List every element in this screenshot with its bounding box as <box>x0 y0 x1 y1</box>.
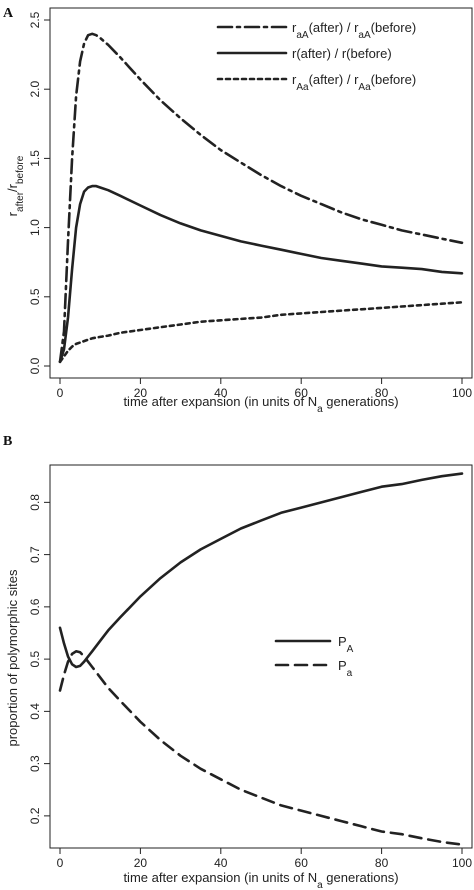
x-tick-label: 80 <box>375 856 389 870</box>
legend-entry-label: PA <box>338 634 354 655</box>
panel-a-series-group <box>58 32 464 364</box>
x-tick-label: 80 <box>375 386 389 400</box>
x-tick-label: 0 <box>57 386 64 400</box>
y-tick-label: 0.4 <box>28 703 42 720</box>
panel-b-letter: B <box>3 434 12 449</box>
legend-entry-label: Pa <box>338 658 353 679</box>
series-line-a-3 <box>58 301 464 364</box>
panel-b-y-axis-title: proportion of polymorphic sites <box>5 569 20 747</box>
legend-entry-label: rAa(after) / rAa(before) <box>292 72 416 93</box>
x-tick-label: 60 <box>295 856 309 870</box>
panel-b-y-axis: 0.2 0.3 0.4 0.5 0.6 0.7 0.8 <box>28 494 50 824</box>
x-tick-label: 100 <box>452 386 472 400</box>
y-tick-label: 0.0 <box>28 357 42 374</box>
x-tick-label: 40 <box>214 856 228 870</box>
x-tick-label: 0 <box>57 856 64 870</box>
panel-b-x-axis-title: time after expansion (in units of Na gen… <box>123 870 398 890</box>
series-line-b-2 <box>58 650 464 846</box>
panel-a-letter: A <box>3 6 14 21</box>
x-tick-label: 60 <box>295 386 309 400</box>
panel-a-x-axis-title: time after expansion (in units of Na gen… <box>123 394 398 415</box>
panel-b-chart: B 0 20 40 60 80 100 0.20.30.40.50.60.70.8 PAP… <box>3 434 473 890</box>
panel-b-plot-frame <box>49 464 473 849</box>
y-tick-label: 1.0 <box>28 219 42 236</box>
series-line-a-2 <box>58 184 464 364</box>
y-tick-label: 0.7 <box>28 546 42 563</box>
panel-b-legend: PA Pa <box>274 634 354 679</box>
y-tick-label: 0.5 <box>28 288 42 305</box>
y-tick-label: 0.3 <box>28 755 42 772</box>
y-tick-label: 2.5 <box>28 11 42 28</box>
panel-a-plot-frame <box>49 7 473 379</box>
y-tick-label: 1.5 <box>28 150 42 167</box>
x-tick-label: 20 <box>134 386 148 400</box>
series-line-b-1 <box>58 472 464 669</box>
legend-entry-label: raA(after) / raA(before) <box>292 20 416 41</box>
panel-b-series-group <box>58 472 464 846</box>
legend-entry-label: r(after) / r(before) <box>292 46 392 61</box>
x-tick-label: 40 <box>214 386 228 400</box>
y-tick-label: 0.5 <box>28 650 42 667</box>
x-tick-label: 20 <box>134 856 148 870</box>
panel-a-y-axis-title: rafter/rbefore <box>5 155 26 216</box>
x-tick-label: 100 <box>452 856 472 870</box>
panel-a-y-axis: 0.0 0.5 1.0 1.5 2.0 2.5 <box>28 11 50 374</box>
y-tick-label: 0.6 <box>28 598 42 615</box>
panel-a-x-axis: 0 20 40 60 80 100 <box>57 378 472 400</box>
panel-a-legend: raA(after) / raA(before) r(after) / r(bef… <box>216 20 416 93</box>
series-line-a-1 <box>58 32 464 364</box>
y-tick-label: 0.2 <box>28 807 42 824</box>
y-tick-label: 2.0 <box>28 81 42 98</box>
panel-a-chart: A 0 20 40 60 80 100 0.0 0.5 1.0 1.5 2.0 2.5 raA(af… <box>3 6 473 415</box>
y-tick-label: 0.8 <box>28 494 42 511</box>
panel-b-x-axis: 0 20 40 60 80 100 <box>57 848 472 870</box>
